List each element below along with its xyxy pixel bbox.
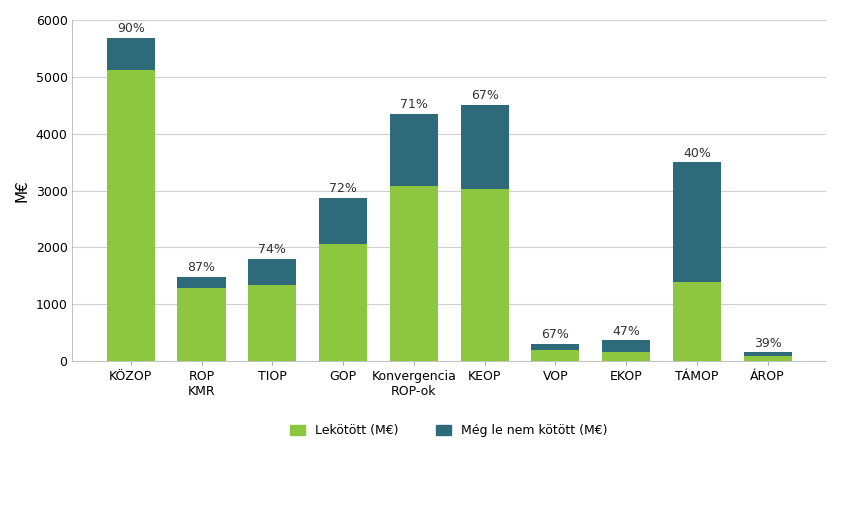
Bar [673, 282, 721, 361]
Bar [248, 285, 296, 361]
Text: 67%: 67% [542, 328, 569, 341]
Bar [461, 189, 509, 361]
Bar [177, 288, 225, 361]
Bar [389, 186, 438, 361]
Text: 47%: 47% [612, 325, 640, 338]
Bar [107, 38, 155, 70]
Text: 74%: 74% [258, 243, 286, 256]
Legend: Lekötött (M€), Még le nem kötött (M€): Lekötött (M€), Még le nem kötött (M€) [284, 418, 614, 444]
Y-axis label: M€: M€ [15, 179, 30, 202]
Bar [177, 278, 225, 288]
Bar [673, 162, 721, 282]
Bar [532, 350, 579, 361]
Bar [602, 340, 650, 352]
Bar [389, 114, 438, 186]
Bar [743, 356, 791, 361]
Bar [461, 105, 509, 189]
Bar [319, 198, 368, 244]
Bar [532, 344, 579, 350]
Text: 87%: 87% [188, 262, 215, 274]
Text: 72%: 72% [329, 182, 357, 195]
Text: 90%: 90% [117, 22, 145, 35]
Bar [743, 353, 791, 356]
Text: 71%: 71% [399, 98, 428, 111]
Bar [319, 244, 368, 361]
Text: 67%: 67% [471, 89, 499, 102]
Bar [602, 352, 650, 361]
Bar [248, 259, 296, 285]
Bar [107, 70, 155, 361]
Text: 39%: 39% [754, 337, 781, 350]
Text: 40%: 40% [683, 146, 711, 160]
